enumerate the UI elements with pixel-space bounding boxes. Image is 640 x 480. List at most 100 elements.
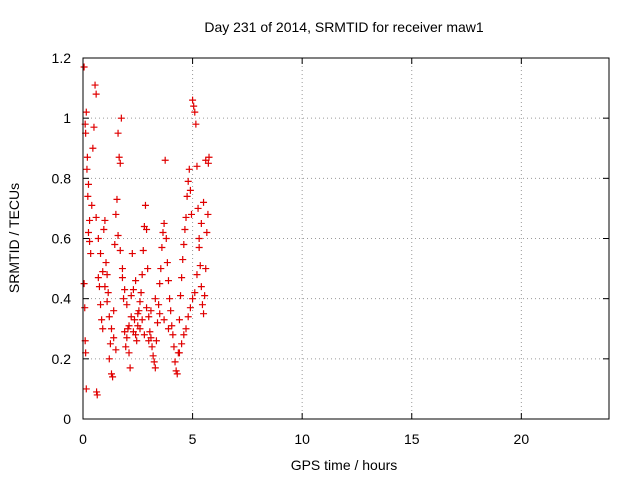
data-point xyxy=(156,310,164,318)
data-point xyxy=(127,292,135,300)
data-point xyxy=(191,108,199,116)
data-point xyxy=(161,156,169,164)
data-point xyxy=(178,340,186,348)
data-point xyxy=(84,180,92,188)
data-point xyxy=(109,373,117,381)
data-point xyxy=(106,340,114,348)
data-point xyxy=(205,153,213,161)
data-point xyxy=(94,235,102,242)
data-point xyxy=(110,334,118,342)
data-point xyxy=(168,322,176,330)
data-point xyxy=(84,192,92,200)
data-point xyxy=(172,367,180,375)
y-tick-label: 0.8 xyxy=(52,170,72,186)
data-point xyxy=(81,304,89,312)
data-point xyxy=(141,201,149,209)
data-point xyxy=(114,129,122,137)
data-point xyxy=(132,277,140,285)
data-point xyxy=(158,244,166,252)
data-point xyxy=(152,337,160,345)
data-point xyxy=(200,310,208,318)
data-point xyxy=(189,96,197,104)
data-point xyxy=(103,298,111,306)
data-point xyxy=(111,241,119,249)
chart-title: Day 231 of 2014, SRMTID for receiver maw… xyxy=(204,19,484,35)
data-point xyxy=(135,307,143,315)
data-point xyxy=(147,307,155,315)
data-point xyxy=(197,219,205,227)
data-point xyxy=(116,159,124,167)
data-point xyxy=(145,337,153,345)
data-point xyxy=(157,265,165,273)
data-point xyxy=(145,313,153,321)
data-point xyxy=(97,301,105,309)
data-point xyxy=(181,225,189,233)
data-point xyxy=(192,120,200,128)
data-point xyxy=(197,283,205,291)
x-tick-label: 20 xyxy=(514,431,530,447)
data-point xyxy=(134,310,142,318)
data-point xyxy=(83,153,91,161)
y-tick-label: 0.6 xyxy=(52,231,72,247)
y-tick-label: 0.4 xyxy=(52,291,72,307)
data-point xyxy=(149,352,157,360)
data-point xyxy=(189,295,197,303)
data-point xyxy=(121,286,129,294)
data-point xyxy=(125,322,133,330)
data-point xyxy=(114,231,122,239)
data-point xyxy=(146,328,154,336)
data-point xyxy=(98,316,106,324)
x-tick-label: 10 xyxy=(294,431,310,447)
data-point xyxy=(155,301,163,309)
data-point xyxy=(184,313,192,321)
data-point xyxy=(170,343,178,351)
plot-border xyxy=(82,57,610,420)
data-point xyxy=(160,316,168,324)
data-point xyxy=(204,210,212,218)
data-point xyxy=(173,370,181,378)
data-point xyxy=(186,186,194,194)
y-tick-label: 1.2 xyxy=(52,50,72,66)
data-point xyxy=(178,274,186,282)
y-axis: 0 0.2 0.4 0.6 0.8 1 1.2 xyxy=(52,50,609,427)
data-point xyxy=(129,286,137,294)
data-point xyxy=(94,274,102,282)
data-point xyxy=(179,256,187,264)
data-point xyxy=(125,349,133,357)
x-tick-label: 15 xyxy=(404,431,420,447)
data-point xyxy=(80,63,88,71)
x-tick-label: 0 xyxy=(79,431,87,447)
data-point xyxy=(136,298,144,306)
data-point xyxy=(87,250,95,258)
x-axis-label: GPS time / hours xyxy=(291,457,398,473)
data-point xyxy=(196,262,204,270)
data-point xyxy=(180,241,188,249)
data-point xyxy=(123,334,131,342)
data-point xyxy=(92,213,100,221)
data-point xyxy=(184,177,192,185)
data-point xyxy=(138,316,146,324)
data-point xyxy=(93,388,101,396)
data-point xyxy=(180,331,188,339)
data-point xyxy=(150,358,158,366)
data-point xyxy=(115,153,123,161)
data-point xyxy=(143,225,151,233)
data-point xyxy=(169,331,177,339)
data-point xyxy=(131,316,139,324)
data-point xyxy=(91,81,99,89)
y-tick-label: 1 xyxy=(63,110,71,126)
data-point xyxy=(101,283,109,291)
data-point xyxy=(105,313,113,321)
data-point xyxy=(148,343,156,351)
data-point xyxy=(112,346,120,354)
data-point xyxy=(154,319,162,327)
data-point xyxy=(103,271,111,279)
data-point xyxy=(193,162,201,170)
data-points xyxy=(80,63,213,399)
data-point xyxy=(117,114,125,122)
data-point xyxy=(107,370,115,378)
data-point xyxy=(162,235,170,242)
data-point xyxy=(84,228,92,236)
data-point xyxy=(183,192,191,200)
data-point xyxy=(194,204,202,212)
